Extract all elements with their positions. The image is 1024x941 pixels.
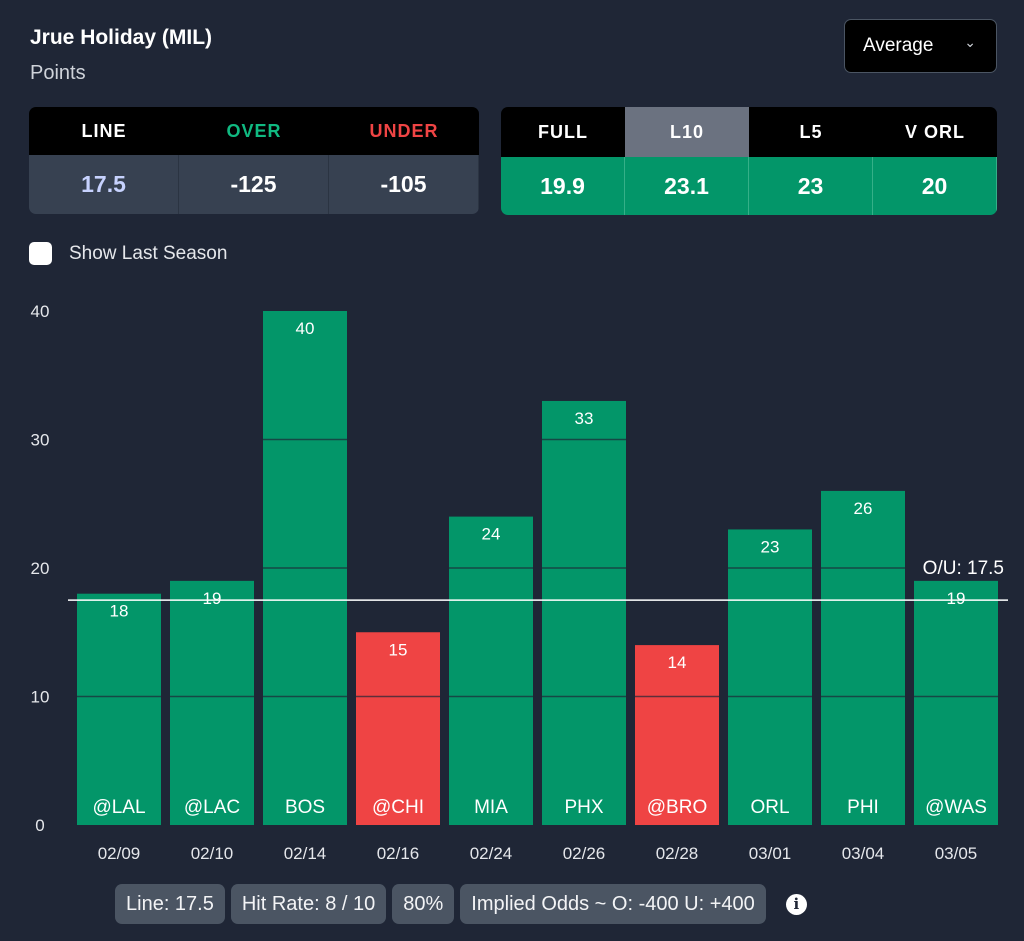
bar-opponent-label: PHX [564,797,603,818]
bar [914,580,998,825]
bar-opponent-label: @WAS [925,797,987,818]
tab-full[interactable]: FULL [501,107,625,157]
odds-header-line: LINE [29,107,179,155]
tab-v-orl[interactable]: V ORL [873,107,997,157]
x-tick-label: 02/10 [191,844,234,863]
line-pill: Line: 17.5 [115,884,225,924]
avg-l10-value: 23.1 [625,157,749,215]
x-tick-label: 02/28 [656,844,699,863]
odds-under-value: -105 [329,155,479,214]
bar-value-label: 26 [854,499,873,518]
odds-table: LINE OVER UNDER 17.5 -125 -105 [29,107,479,214]
bar-value-label: 40 [296,319,315,338]
avg-full-value: 19.9 [501,157,625,215]
averages-table: FULL L10 L5 V ORL 19.9 23.1 23 20 [501,107,997,215]
x-tick-label: 02/09 [98,844,141,863]
x-tick-label: 02/16 [377,844,420,863]
y-tick-label: 30 [31,431,50,450]
chevron-down-icon: ⌄ [964,34,976,50]
bar [728,529,812,825]
bar-opponent-label: @LAC [184,797,240,818]
bar [635,645,719,825]
bar-opponent-label: @CHI [372,797,424,818]
player-title: Jrue Holiday (MIL) [30,26,213,49]
bar-opponent-label: @LAL [92,797,145,818]
show-last-season-label[interactable]: Show Last Season [69,243,228,264]
bar [821,490,905,825]
bar [542,400,626,825]
odds-line-value: 17.5 [29,155,179,214]
x-tick-label: 03/05 [935,844,978,863]
y-tick-label: 10 [31,688,50,707]
info-icon[interactable]: i [785,893,807,915]
x-tick-label: 03/04 [842,844,885,863]
x-tick-label: 03/01 [749,844,792,863]
show-last-season-checkbox[interactable] [29,242,52,265]
odds-header-under: UNDER [329,107,479,155]
stat-subtitle: Points [30,62,86,84]
x-tick-label: 02/14 [284,844,327,863]
avg-l5-value: 23 [749,157,873,215]
bar-opponent-label: ORL [750,797,789,818]
implied-odds-pill: Implied Odds ~ O: -400 U: +400 [460,884,766,924]
bar-value-label: 18 [110,602,129,621]
y-tick-label: 20 [31,559,50,578]
bar-opponent-label: MIA [474,797,508,818]
bar [356,632,440,825]
tab-l5[interactable]: L5 [749,107,873,157]
hit-rate-pill: Hit Rate: 8 / 10 [230,884,387,924]
avg-v-orl-value: 20 [873,157,997,215]
bar-opponent-label: PHI [847,797,879,818]
bar-opponent-label: @BRO [647,797,707,818]
bar [170,580,254,825]
odds-over-value: -125 [179,155,329,214]
y-tick-label: 0 [35,816,44,835]
x-tick-label: 02/24 [470,844,513,863]
x-tick-label: 02/26 [563,844,606,863]
bar-value-label: 14 [668,653,687,672]
bar-opponent-label: BOS [285,797,325,818]
tab-l10[interactable]: L10 [625,107,749,157]
bar-value-label: 23 [761,537,780,556]
hit-pct-pill: 80% [392,884,455,924]
bar [449,516,533,825]
bar-value-label: 24 [482,525,501,544]
dropdown-value: Average [863,35,934,56]
odds-header-over: OVER [179,107,329,155]
bar-value-label: 15 [389,640,408,659]
y-tick-label: 40 [31,302,50,321]
stat-mode-dropdown[interactable]: Average ⌄ [844,19,997,73]
summary-bar: Line: 17.5 Hit Rate: 8 / 10 80% Implied … [115,884,807,924]
bar [77,593,161,825]
bar-value-label: 19 [203,589,222,608]
bar-value-label: 19 [947,589,966,608]
bar-value-label: 33 [575,409,594,428]
ou-line-label: O/U: 17.5 [923,558,1004,579]
